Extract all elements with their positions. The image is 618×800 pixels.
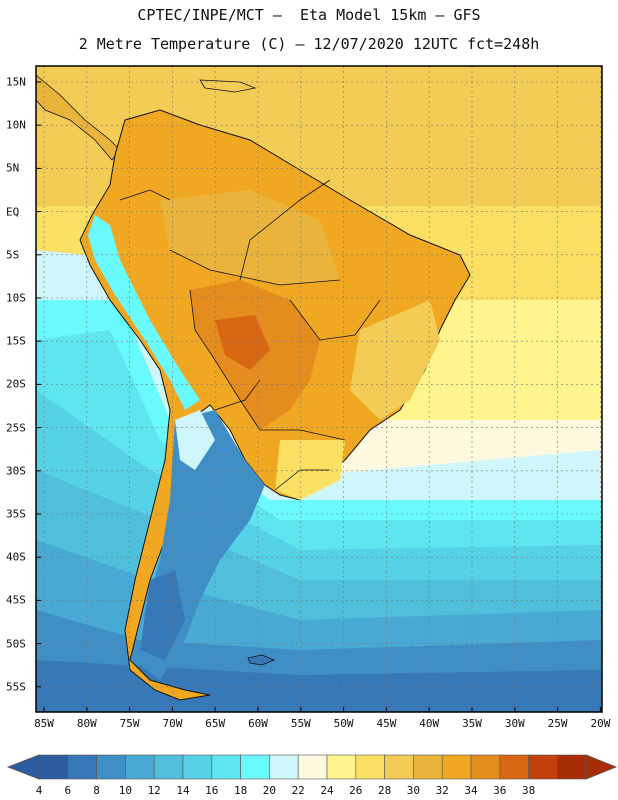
map-title-line1: CPTEC/INPE/MCT – Eta Model 15km – GFS bbox=[137, 6, 481, 24]
colorbar-under-arrow bbox=[6, 754, 40, 780]
lat-label: 15S bbox=[6, 334, 26, 348]
colorbar-swatch bbox=[38, 754, 69, 780]
map-frame bbox=[35, 65, 603, 713]
colorbar-swatch bbox=[153, 754, 184, 780]
colorbar-label: 10 bbox=[118, 784, 133, 797]
lon-label: 55W bbox=[290, 717, 311, 730]
lat-label: 55S bbox=[6, 680, 26, 694]
colorbar-label: 12 bbox=[147, 784, 161, 797]
brazil-east-region bbox=[350, 300, 440, 420]
colorbar-label: 4 bbox=[35, 784, 43, 797]
colorbar-swatch bbox=[269, 754, 299, 780]
colorbar-label: 26 bbox=[349, 784, 363, 797]
colorbar-swatch bbox=[528, 754, 558, 780]
colorbar-swatch bbox=[211, 754, 241, 780]
colorbar-swatch bbox=[441, 754, 472, 780]
colorbar-swatch bbox=[557, 754, 587, 780]
lon-label: 40W bbox=[419, 717, 440, 730]
map-title-line2: 2 Metre Temperature (C) – 12/07/2020 12U… bbox=[78, 35, 540, 53]
colorbar-swatch bbox=[413, 754, 443, 780]
lon-label: 85W bbox=[34, 717, 54, 730]
country-borders bbox=[119, 179, 381, 491]
lon-label: 35W bbox=[462, 717, 482, 730]
colorbar-swatch bbox=[297, 754, 328, 780]
colorbar-over-arrow bbox=[585, 754, 618, 780]
colorbar-swatch bbox=[499, 754, 529, 780]
lat-label: EQ bbox=[6, 205, 20, 219]
colorbar-swatch bbox=[355, 754, 385, 780]
colorbar-label: 20 bbox=[262, 784, 277, 797]
colorbar-swatch bbox=[125, 754, 155, 780]
colorbar-label: 28 bbox=[377, 784, 392, 797]
lat-label: 10N bbox=[6, 118, 26, 132]
colorbar-label: 6 bbox=[64, 784, 72, 797]
andes-south-cold bbox=[175, 410, 215, 470]
map-field bbox=[36, 66, 602, 712]
colorbar-swatch bbox=[326, 754, 357, 780]
colorbar-swatch bbox=[470, 754, 501, 780]
axis-ticks bbox=[36, 81, 601, 712]
colorbar-label: 16 bbox=[205, 784, 219, 797]
colorbar-swatch bbox=[67, 754, 97, 780]
colorbar-swatch bbox=[182, 754, 213, 780]
lon-label: 50W bbox=[333, 717, 354, 730]
lat-label: 50S bbox=[6, 637, 26, 651]
lon-label: 60W bbox=[248, 717, 268, 730]
hot-core-max bbox=[215, 315, 270, 370]
andes-north bbox=[88, 215, 200, 410]
amazon-region bbox=[160, 190, 340, 285]
lat-label: 35S bbox=[6, 507, 26, 521]
lat-label: 25S bbox=[6, 421, 26, 435]
colorbar-label: 8 bbox=[93, 784, 100, 797]
lon-label: 45W bbox=[376, 717, 397, 730]
lon-label: 30W bbox=[504, 717, 525, 730]
colorbar bbox=[6, 754, 618, 780]
lat-label: 5N bbox=[6, 161, 20, 175]
caribbean-island bbox=[199, 79, 257, 93]
colorbar-label: 22 bbox=[291, 784, 305, 797]
lon-label: 80W bbox=[76, 717, 97, 730]
lat-label: 5S bbox=[6, 248, 20, 262]
colorbar-label: 34 bbox=[464, 784, 478, 797]
colorbar-label: 18 bbox=[233, 784, 248, 797]
lon-label: 75W bbox=[119, 717, 140, 730]
lat-label: 45S bbox=[6, 593, 26, 607]
colorbar-label: 36 bbox=[493, 784, 507, 797]
colorbar-swatch bbox=[384, 754, 414, 780]
colorbar-label: 24 bbox=[320, 784, 334, 797]
lon-label: 20W bbox=[590, 717, 611, 730]
colorbar-label: 32 bbox=[435, 784, 449, 797]
falkland-islands bbox=[247, 654, 276, 666]
lon-label: 70W bbox=[162, 717, 183, 730]
colorbar-swatch bbox=[240, 754, 270, 780]
lat-label: 40S bbox=[6, 550, 26, 564]
tierra-del-fuego bbox=[140, 570, 185, 660]
lat-label: 15N bbox=[6, 75, 26, 89]
central-america bbox=[36, 74, 121, 161]
colorbar-label: 30 bbox=[406, 784, 421, 797]
colorbar-label: 14 bbox=[176, 784, 190, 797]
lat-label: 20S bbox=[6, 377, 26, 391]
lon-label: 65W bbox=[205, 717, 226, 730]
lon-label: 25W bbox=[547, 717, 568, 730]
lat-label: 10S bbox=[6, 291, 26, 305]
colorbar-label: 38 bbox=[521, 784, 536, 797]
colorbar-swatch bbox=[96, 754, 126, 780]
lat-lon-grid bbox=[36, 66, 602, 712]
lat-label: 30S bbox=[6, 464, 26, 478]
